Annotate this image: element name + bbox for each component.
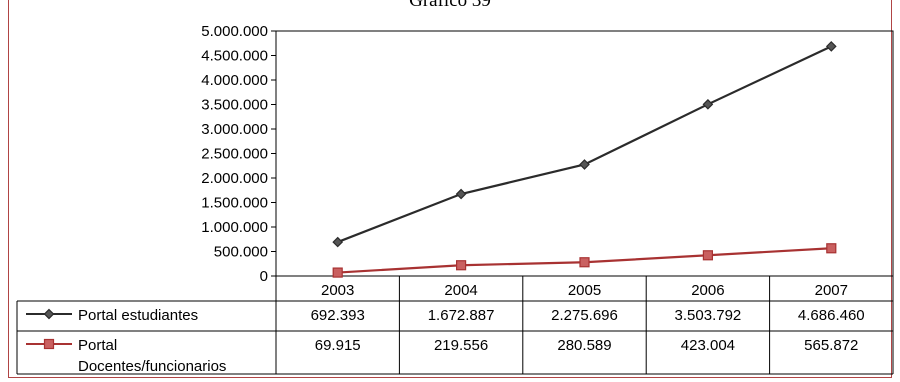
x-tick-label: 2006: [691, 282, 724, 299]
y-tick-label: 500.000: [214, 244, 268, 261]
y-tick-label: 4.000.000: [201, 72, 268, 89]
legend-label: Portal estudiantes: [78, 307, 198, 324]
chart-title-wrap: Gráfico 39: [0, 0, 900, 12]
data-label: 69.915: [315, 337, 361, 354]
y-tick-label: 1.500.000: [201, 195, 268, 212]
chart-frame: [8, 0, 892, 378]
data-point: [456, 260, 467, 271]
x-tick-label: 2005: [568, 282, 601, 299]
y-tick-label: 5.000.000: [201, 23, 268, 40]
data-point: [579, 159, 590, 170]
data-point: [826, 243, 837, 254]
data-point: [825, 41, 837, 52]
y-tick-label: 0: [260, 268, 268, 285]
data-label: 565.872: [804, 337, 858, 354]
x-tick-label: 2004: [444, 282, 477, 299]
data-point: [702, 98, 714, 110]
y-tick-label: 1.000.000: [201, 219, 268, 236]
series-line: [337, 45, 832, 244]
y-tick-label: 3.500.000: [201, 97, 268, 114]
chart-title: Gráfico 39: [409, 0, 491, 11]
data-point: [455, 188, 467, 200]
data-label: 2.275.696: [551, 307, 618, 324]
x-tick-label: 2007: [815, 282, 848, 299]
plot-area: [275, 30, 894, 277]
data-label: 4.686.460: [798, 307, 865, 324]
data-label: 3.503.792: [675, 307, 742, 324]
y-tick-label: 3.000.000: [201, 121, 268, 138]
data-point: [332, 236, 344, 248]
legend-label: Portal: [78, 337, 117, 354]
x-tick-label: 2003: [321, 282, 354, 299]
legend-key-marker: [43, 308, 55, 320]
data-point: [702, 250, 714, 261]
data-label: 280.589: [557, 337, 611, 354]
y-tick-label: 2.500.000: [201, 146, 268, 163]
data-label: 423.004: [681, 337, 735, 354]
legend-label: Docentes/funcionarios: [78, 358, 226, 375]
data-label: 219.556: [434, 337, 488, 354]
legend-key-marker: [43, 338, 55, 350]
data-label: 1.672.887: [428, 307, 495, 324]
data-point: [579, 257, 590, 268]
data-point: [332, 267, 343, 278]
y-tick-label: 4.500.000: [201, 48, 268, 65]
y-tick-label: 2.000.000: [201, 170, 268, 187]
data-label: 692.393: [311, 307, 365, 324]
